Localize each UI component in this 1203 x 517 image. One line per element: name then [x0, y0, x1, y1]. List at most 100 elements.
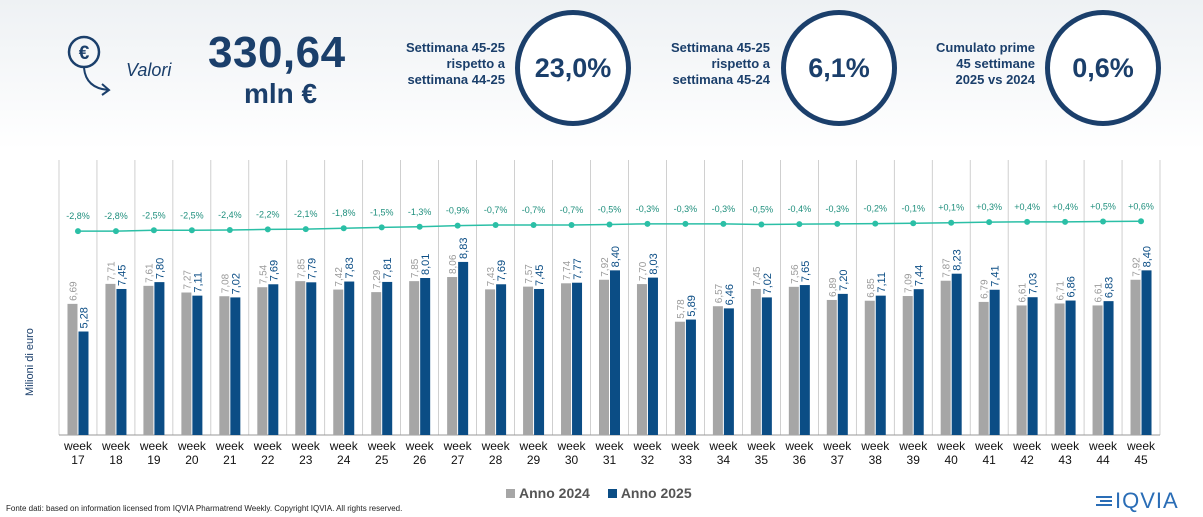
bar-anno-2025 — [420, 278, 431, 435]
bar-anno-2024 — [1016, 305, 1027, 435]
bar-anno-2025 — [534, 288, 545, 435]
bar-anno-2025 — [192, 295, 203, 435]
data-label-anno-2025: 6,86 — [1066, 276, 1078, 297]
data-label-anno-2025: 7,45 — [534, 265, 546, 286]
x-tick-label: week — [594, 439, 624, 453]
data-label-anno-2024: 6,71 — [1056, 281, 1067, 301]
kpi-value: 6,1% — [808, 52, 870, 83]
x-tick-label: week — [822, 439, 852, 453]
data-label-anno-2024: 6,61 — [1018, 283, 1029, 303]
x-tick-label: 26 — [413, 453, 427, 467]
cumulative-change-label: -0,3% — [712, 204, 736, 214]
data-label-anno-2024: 7,42 — [334, 267, 345, 287]
x-tick-label: 45 — [1134, 453, 1148, 467]
bar-anno-2024 — [409, 281, 420, 435]
cumulative-change-label: -2,8% — [104, 211, 128, 221]
bar-anno-2024 — [1054, 303, 1065, 435]
x-tick-label: 18 — [109, 453, 123, 467]
bar-anno-2024 — [485, 289, 496, 435]
data-label-anno-2024: 6,69 — [68, 281, 79, 301]
bar-anno-2024 — [143, 285, 154, 435]
bar-anno-2024 — [712, 306, 723, 435]
data-label-anno-2025: 7,65 — [800, 261, 812, 282]
data-label-anno-2024: 7,74 — [562, 260, 573, 280]
data-label-anno-2025: 7,83 — [344, 257, 356, 278]
data-label-anno-2024: 5,78 — [676, 299, 687, 319]
cumulative-change-point — [1138, 218, 1145, 225]
cumulative-change-label: -0,1% — [901, 203, 925, 213]
x-tick-label: 22 — [261, 453, 275, 467]
x-tick-label: 21 — [223, 453, 237, 467]
cumulative-change-point — [910, 220, 917, 227]
data-label-anno-2024: 7,87 — [942, 258, 953, 278]
x-tick-label: week — [860, 439, 890, 453]
bar-anno-2025 — [837, 293, 848, 435]
x-tick-label: week — [670, 439, 700, 453]
bar-anno-2024 — [674, 321, 685, 435]
cumulative-change-point — [1062, 218, 1069, 225]
data-label-anno-2025: 7,69 — [496, 260, 508, 281]
bar-anno-2025 — [610, 270, 620, 435]
bar-anno-2024 — [826, 299, 837, 435]
bar-anno-2025 — [913, 289, 924, 435]
x-tick-label: 25 — [375, 453, 389, 467]
svg-text:€: € — [79, 43, 90, 64]
bar-anno-2025 — [78, 331, 89, 435]
data-label-anno-2024: 7,54 — [258, 264, 269, 284]
x-tick-label: week — [101, 439, 131, 453]
bar-anno-2025 — [1103, 301, 1114, 435]
bar-anno-2024 — [105, 283, 116, 435]
cumulative-change-point — [758, 221, 765, 228]
cumulative-change-label: -0,9% — [446, 206, 470, 216]
x-tick-label: 43 — [1058, 453, 1072, 467]
cumulative-change-point — [302, 226, 309, 233]
valori-label: Valori — [126, 60, 172, 80]
cumulative-change-label: -0,7% — [522, 205, 546, 215]
x-tick-label: week — [1050, 439, 1080, 453]
x-tick-label: week — [632, 439, 662, 453]
data-label-anno-2025: 7,79 — [306, 258, 318, 279]
bar-anno-2025 — [761, 297, 772, 435]
bar-anno-2025 — [572, 282, 583, 435]
data-label-anno-2025: 7,77 — [572, 258, 584, 279]
data-label-anno-2025: 8,03 — [648, 253, 660, 274]
cumulative-change-label: +0,1% — [938, 203, 964, 213]
x-tick-label: 37 — [831, 453, 845, 467]
x-tick-label: 27 — [451, 453, 465, 467]
cumulative-change-point — [340, 225, 347, 232]
data-label-anno-2024: 7,27 — [182, 270, 193, 290]
data-label-anno-2025: 8,01 — [420, 254, 432, 275]
cumulative-change-point — [454, 222, 461, 229]
data-label-anno-2025: 7,44 — [914, 265, 926, 286]
data-label-anno-2024: 7,56 — [790, 264, 801, 284]
data-label-anno-2024: 7,71 — [106, 261, 117, 281]
cumulative-change-label: -0,3% — [674, 204, 698, 214]
data-label-anno-2024: 7,61 — [144, 263, 155, 283]
bar-anno-2025 — [723, 308, 734, 435]
cumulative-change-point — [834, 220, 841, 227]
cumulative-change-label: -1,8% — [332, 208, 356, 218]
data-label-anno-2024: 6,57 — [714, 283, 725, 303]
data-label-anno-2025: 6,46 — [724, 284, 736, 305]
x-tick-label: 30 — [565, 453, 579, 467]
x-tick-label: 31 — [603, 453, 617, 467]
cumulative-change-label: +0,5% — [1090, 202, 1116, 212]
bar-anno-2024 — [561, 283, 572, 435]
bar-anno-2025 — [875, 295, 886, 435]
x-tick-label: week — [1088, 439, 1118, 453]
bar-anno-2025 — [1027, 297, 1038, 435]
data-label-anno-2024: 7,57 — [524, 264, 535, 284]
data-label-anno-2024: 7,85 — [296, 258, 307, 278]
bar-anno-2025 — [1065, 300, 1076, 435]
legend-swatch-2024 — [506, 488, 515, 498]
x-tick-label: 41 — [982, 453, 996, 467]
cumulative-change-label: -2,4% — [218, 210, 242, 220]
bar-anno-2024 — [1130, 279, 1141, 435]
cumulative-change-label: -0,3% — [826, 204, 850, 214]
x-tick-label: 33 — [679, 453, 693, 467]
data-label-anno-2025: 7,41 — [990, 265, 1002, 286]
cumulative-change-point — [796, 221, 803, 228]
data-label-anno-2025: 7,69 — [268, 260, 280, 281]
bar-anno-2024 — [295, 281, 306, 435]
